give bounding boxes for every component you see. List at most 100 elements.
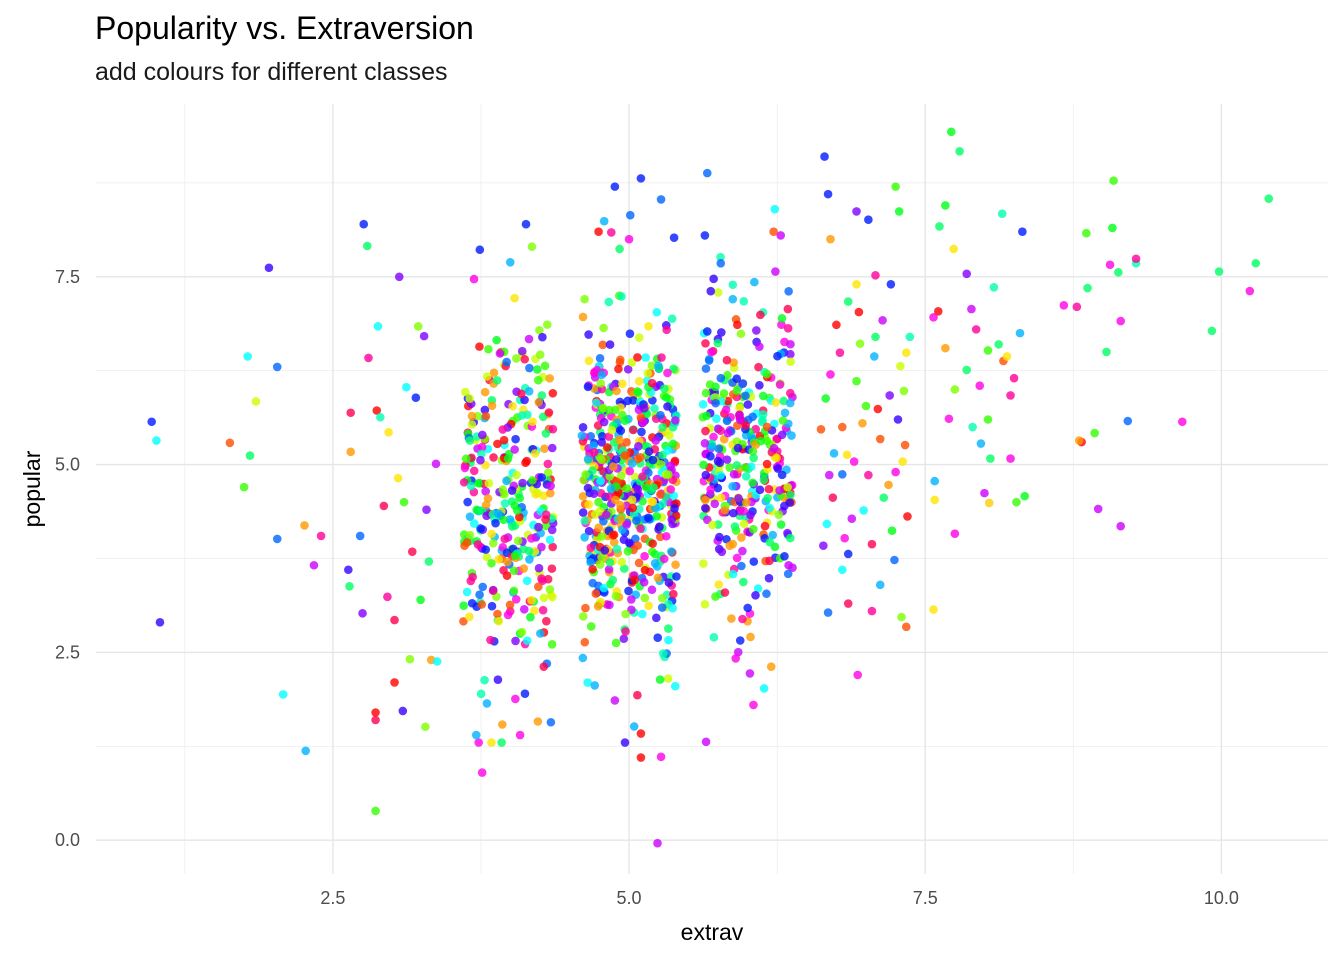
data-point xyxy=(469,274,479,284)
data-point xyxy=(548,388,558,398)
data-point xyxy=(510,551,520,560)
data-point xyxy=(941,201,950,210)
data-point xyxy=(373,322,383,331)
data-point xyxy=(594,227,603,237)
data-point xyxy=(480,405,490,415)
data-point xyxy=(648,455,658,465)
data-point xyxy=(859,506,868,515)
data-point xyxy=(891,182,900,191)
tick-labels: 2.5 5.0 7.5 10.0 0.0 2.5 5.0 7.5 xyxy=(55,267,1239,908)
data-point xyxy=(930,476,940,486)
data-point xyxy=(524,546,534,556)
data-point xyxy=(650,559,660,568)
data-point xyxy=(465,512,475,521)
data-point xyxy=(701,364,711,373)
data-point xyxy=(478,582,488,592)
data-point xyxy=(484,478,494,488)
data-point xyxy=(578,312,588,322)
data-point xyxy=(477,442,487,452)
x-tick-label: 5.0 xyxy=(617,888,642,908)
data-point xyxy=(758,410,768,419)
data-point xyxy=(644,447,654,456)
data-point xyxy=(722,455,732,464)
data-point xyxy=(740,463,750,472)
data-point xyxy=(515,493,524,503)
data-point xyxy=(465,530,475,540)
data-point xyxy=(533,375,543,385)
data-point xyxy=(620,451,630,460)
data-point xyxy=(706,286,716,296)
data-point xyxy=(1108,223,1117,233)
y-tick-label: 2.5 xyxy=(55,642,80,662)
data-point xyxy=(656,490,665,499)
data-point xyxy=(494,616,504,626)
data-point xyxy=(416,595,425,605)
data-point xyxy=(616,514,626,524)
data-point xyxy=(462,587,472,597)
data-point xyxy=(487,558,496,568)
data-point xyxy=(671,416,680,425)
data-point xyxy=(487,738,496,747)
data-point xyxy=(997,209,1007,218)
data-point xyxy=(721,405,731,415)
data-point xyxy=(671,560,680,570)
data-point xyxy=(467,411,477,421)
data-point xyxy=(668,604,677,613)
data-point xyxy=(481,500,491,510)
data-point xyxy=(625,466,635,476)
data-point xyxy=(461,454,471,463)
data-point xyxy=(644,601,653,611)
data-point xyxy=(871,332,880,342)
data-point xyxy=(733,320,742,330)
data-point xyxy=(583,382,593,392)
data-point xyxy=(738,379,748,388)
data-point xyxy=(773,351,782,361)
data-point xyxy=(663,368,672,378)
data-point xyxy=(822,519,832,529)
data-point xyxy=(706,452,715,461)
data-point xyxy=(300,521,309,530)
data-point xyxy=(346,447,355,457)
data-point xyxy=(930,495,940,505)
data-point xyxy=(968,422,977,432)
data-point xyxy=(488,586,498,596)
data-point xyxy=(469,466,479,476)
data-point xyxy=(648,539,657,548)
data-point xyxy=(481,487,490,496)
data-point xyxy=(736,329,746,339)
data-point xyxy=(771,398,780,407)
data-point xyxy=(522,576,532,586)
data-point xyxy=(749,453,758,463)
data-point xyxy=(499,566,508,575)
data-point xyxy=(541,521,551,531)
data-point xyxy=(867,539,877,549)
data-point xyxy=(617,557,626,567)
data-point xyxy=(578,653,588,663)
data-point xyxy=(515,730,525,740)
data-point xyxy=(707,442,717,452)
data-point xyxy=(826,234,835,244)
data-point xyxy=(578,422,588,432)
y-tick-label: 0.0 xyxy=(55,830,80,850)
data-point xyxy=(701,388,711,398)
data-point xyxy=(616,426,626,435)
data-point xyxy=(467,598,477,608)
data-point xyxy=(505,600,515,610)
data-point xyxy=(512,470,521,480)
data-point xyxy=(843,297,853,306)
data-point xyxy=(741,421,751,430)
data-point xyxy=(628,425,638,435)
data-point xyxy=(476,455,485,465)
data-point xyxy=(605,600,614,610)
data-point xyxy=(634,504,644,514)
data-point xyxy=(524,334,534,344)
data-point xyxy=(639,404,649,413)
data-point xyxy=(768,530,778,540)
data-point xyxy=(699,460,708,470)
data-point xyxy=(743,603,753,613)
data-point xyxy=(484,344,493,354)
data-point xyxy=(583,678,592,687)
data-point xyxy=(402,382,411,392)
data-point xyxy=(946,127,956,137)
data-point xyxy=(878,316,887,325)
